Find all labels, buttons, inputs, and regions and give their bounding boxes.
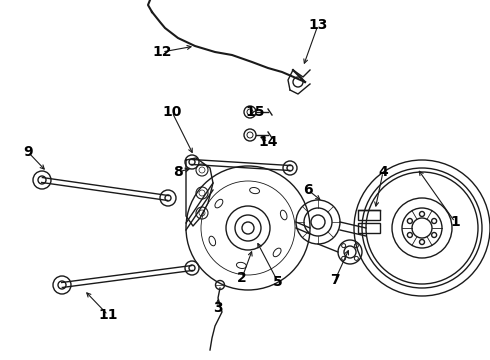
- Text: 3: 3: [213, 301, 223, 315]
- Text: 12: 12: [152, 45, 172, 59]
- Text: 15: 15: [245, 105, 265, 119]
- Text: 14: 14: [258, 135, 278, 149]
- Text: 13: 13: [308, 18, 328, 32]
- Text: 4: 4: [378, 165, 388, 179]
- Text: 11: 11: [98, 308, 118, 322]
- Text: 8: 8: [173, 165, 183, 179]
- Bar: [358, 223, 380, 233]
- Text: 6: 6: [303, 183, 313, 197]
- Text: 10: 10: [162, 105, 182, 119]
- Text: 7: 7: [330, 273, 340, 287]
- Text: 9: 9: [23, 145, 33, 159]
- Text: 2: 2: [237, 271, 247, 285]
- Bar: [358, 210, 380, 220]
- Text: 1: 1: [450, 215, 460, 229]
- Text: 5: 5: [273, 275, 283, 289]
